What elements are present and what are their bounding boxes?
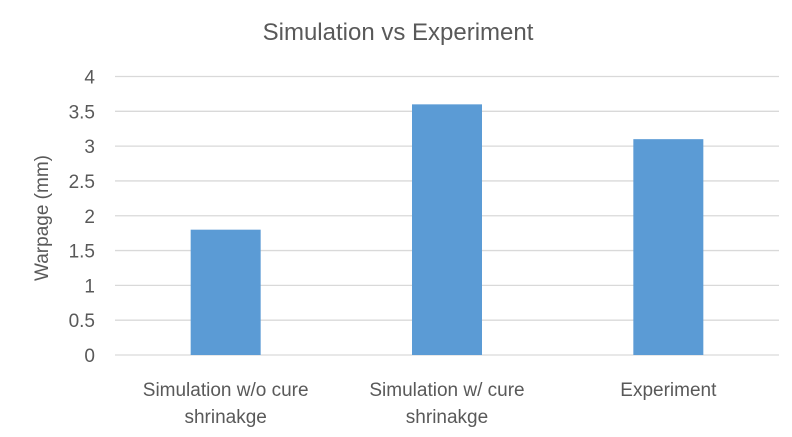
y-tick-label: 2.5	[69, 172, 95, 193]
y-tick-label: 2	[84, 207, 95, 228]
y-tick-label: 3.5	[69, 102, 95, 123]
bar	[412, 104, 482, 355]
x-tick-label: shrinakge	[184, 407, 266, 428]
chart-title: Simulation vs Experiment	[263, 19, 534, 46]
bar	[633, 139, 704, 355]
y-tick-label: 1.5	[69, 242, 95, 263]
y-tick-label: 0	[84, 346, 95, 367]
y-tick-label: 0.5	[69, 311, 95, 332]
y-tick-label: 1	[84, 276, 95, 297]
y-tick-label: 4	[84, 68, 95, 89]
x-tick-label: shrinakge	[406, 407, 488, 428]
y-tick-label: 3	[84, 137, 95, 158]
y-axis-label: Warpage (mm)	[32, 155, 53, 281]
x-tick-label: Experiment	[620, 380, 717, 401]
bar	[190, 229, 261, 355]
x-tick-label: Simulation w/o cure	[143, 380, 309, 401]
x-tick-label: Simulation w/ cure	[369, 380, 524, 401]
